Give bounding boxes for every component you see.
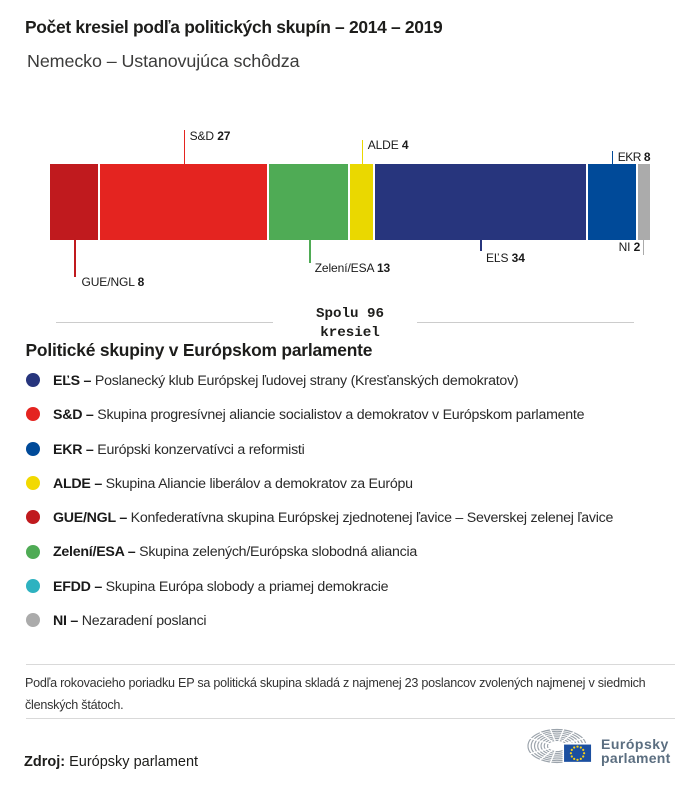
svg-text:Európsky: Európsky [601,736,669,752]
svg-text:parlament: parlament [601,750,671,766]
